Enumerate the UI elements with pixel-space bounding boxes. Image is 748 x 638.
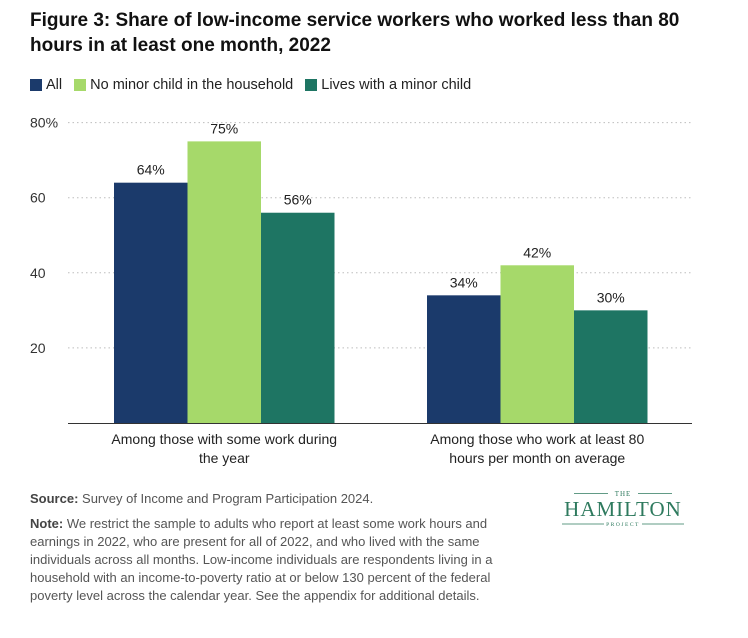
- data-label-all-group-1: 64%: [137, 162, 165, 178]
- note-text: We restrict the sample to adults who rep…: [30, 516, 493, 603]
- data-label-no-minor-child-in-the-household-group-1: 75%: [210, 120, 238, 136]
- source-text: Survey of Income and Program Participati…: [78, 491, 374, 506]
- legend: All No minor child in the household Live…: [30, 76, 483, 94]
- bar-lives-with-a-minor-child-group-1: [261, 212, 335, 423]
- note-paragraph: Note: We restrict the sample to adults w…: [30, 515, 530, 605]
- note-label: Note:: [30, 516, 64, 531]
- bar-chart: 20 40 60 80% 64% 75% 56% Among those with some …: [30, 115, 692, 466]
- logo-bottom-text: PROJECT: [606, 522, 640, 528]
- category-label-1-line-2: the year: [199, 450, 250, 466]
- chart-title: Figure 3: Share of low-income service wo…: [30, 10, 680, 56]
- legend-label-all: All: [46, 77, 63, 93]
- legend-item-no-minor-child: No minor child in the household: [74, 77, 293, 93]
- bar-all-group-1: [114, 182, 188, 423]
- legend-label-no-minor-child: No minor child in the household: [90, 77, 294, 93]
- bar-no-minor-child-in-the-household-group-2: [500, 265, 574, 423]
- legend-swatch-no-minor-child: [74, 79, 87, 91]
- data-label-lives-with-a-minor-child-group-1: 56%: [284, 192, 312, 208]
- logo-top-text: THE: [615, 490, 632, 498]
- source-label: Source:: [30, 491, 79, 506]
- y-tick-label-80: 80%: [30, 115, 58, 131]
- hamilton-project-logo: THE HAMILTON PROJECT: [562, 490, 684, 528]
- category-label-1-line-1: Among those with some work during: [111, 431, 337, 447]
- legend-swatch-minor-child: [305, 79, 318, 91]
- y-tick-label-40: 40: [30, 265, 46, 281]
- data-label-all-group-2: 34%: [450, 274, 478, 290]
- legend-item-minor-child: Lives with a minor child: [305, 77, 471, 93]
- legend-swatch-all: [30, 79, 42, 91]
- data-label-lives-with-a-minor-child-group-2: 30%: [597, 289, 625, 305]
- bar-lives-with-a-minor-child-group-2: [574, 310, 648, 423]
- footer: Source: Survey of Income and Program Par…: [30, 490, 530, 605]
- legend-label-minor-child: Lives with a minor child: [321, 77, 472, 93]
- legend-item-all: All: [30, 77, 62, 93]
- bar-no-minor-child-in-the-household-group-1: [187, 141, 261, 423]
- source-line: Source: Survey of Income and Program Par…: [30, 490, 530, 508]
- data-label-no-minor-child-in-the-household-group-2: 42%: [523, 244, 551, 260]
- y-tick-label-60: 60: [30, 190, 46, 206]
- category-label-2-line-2: hours per month on average: [449, 450, 625, 466]
- bar-all-group-2: [427, 295, 501, 423]
- logo-main-text: HAMILTON: [564, 497, 682, 521]
- category-label-2-line-1: Among those who work at least 80: [430, 431, 644, 447]
- y-tick-label-20: 20: [30, 340, 46, 356]
